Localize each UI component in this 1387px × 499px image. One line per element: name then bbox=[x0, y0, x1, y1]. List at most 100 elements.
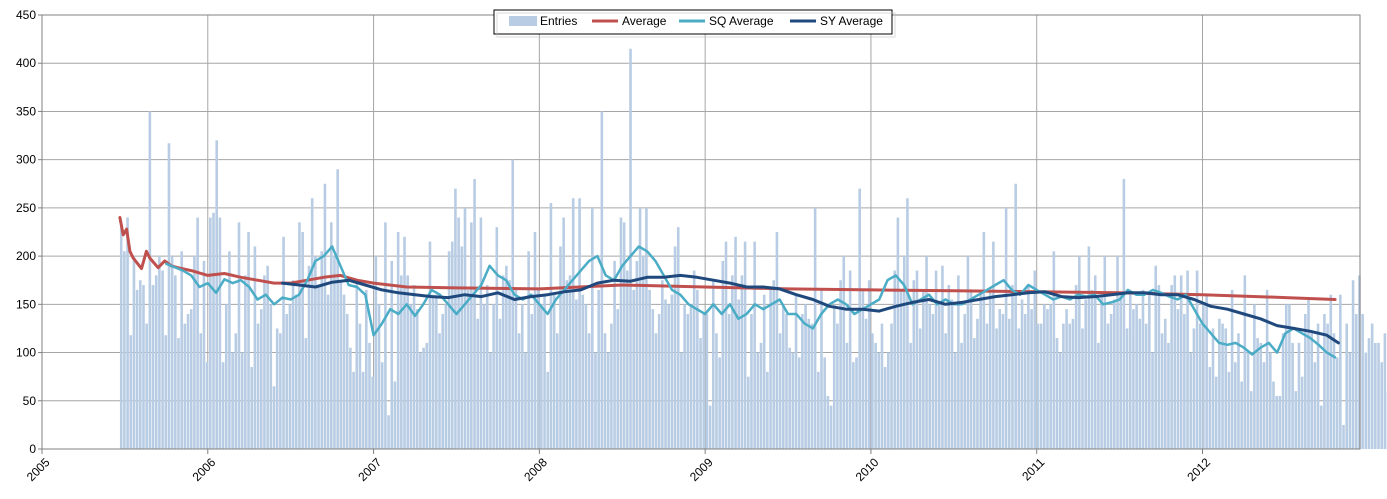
entries-bar bbox=[705, 313, 709, 449]
entries-bar bbox=[893, 270, 896, 449]
entries-bar bbox=[543, 294, 546, 449]
entries-bar bbox=[877, 352, 881, 449]
entries-bar bbox=[1062, 323, 1065, 449]
entries-bar bbox=[1323, 313, 1326, 449]
entries-bar bbox=[158, 256, 161, 449]
entries-bar bbox=[1297, 342, 1301, 449]
entries-bar bbox=[887, 352, 890, 449]
entries-bar bbox=[855, 357, 858, 449]
entries-bar bbox=[909, 342, 912, 449]
entries-bar bbox=[581, 294, 585, 449]
entries-bar bbox=[470, 222, 473, 449]
entries-bar bbox=[842, 256, 846, 449]
entries-bar bbox=[1081, 328, 1084, 449]
entries-bar bbox=[788, 347, 791, 449]
x-tick-label: 2011 bbox=[1019, 455, 1047, 483]
entries-bar bbox=[880, 323, 884, 449]
entries-bar bbox=[307, 265, 311, 449]
entries-bar bbox=[645, 207, 648, 449]
entries-bar bbox=[387, 415, 390, 449]
entries-bar bbox=[632, 289, 635, 449]
entries-bar bbox=[1039, 323, 1043, 449]
entries-bar bbox=[425, 342, 429, 449]
entries-bar bbox=[651, 309, 655, 449]
entries-bar bbox=[616, 309, 620, 449]
entries-bar bbox=[829, 405, 833, 449]
entries-bar bbox=[676, 227, 680, 449]
entries-bar bbox=[1377, 342, 1380, 449]
entries-bar bbox=[1173, 275, 1177, 449]
entries-bar bbox=[1103, 256, 1107, 449]
entries-bar bbox=[858, 188, 861, 449]
entries-bar bbox=[135, 289, 139, 449]
entries-bar bbox=[450, 241, 454, 449]
entries-bar bbox=[396, 232, 400, 449]
entries-bar bbox=[817, 371, 820, 449]
entries-bar bbox=[556, 333, 559, 449]
x-tick-label: 2008 bbox=[521, 455, 550, 484]
entries-bar bbox=[205, 362, 209, 449]
entries-bar bbox=[476, 318, 480, 449]
entries-bar bbox=[282, 236, 285, 449]
entries-bar bbox=[1351, 280, 1355, 449]
entries-bar bbox=[899, 289, 903, 449]
y-tick-label: 100 bbox=[16, 346, 36, 360]
entries-bar bbox=[762, 294, 766, 449]
entries-bar bbox=[1364, 352, 1368, 449]
entries-bar bbox=[266, 265, 269, 449]
entries-bar bbox=[1144, 323, 1148, 449]
entries-bar bbox=[1132, 309, 1135, 449]
entries-bar bbox=[174, 275, 177, 449]
entries-bar bbox=[918, 328, 922, 449]
entries-bar bbox=[132, 256, 136, 449]
entries-bar bbox=[673, 246, 677, 449]
entries-bar bbox=[1383, 333, 1387, 449]
entries-bar bbox=[463, 207, 467, 449]
entries-bar bbox=[466, 289, 470, 449]
x-tick-label: 2012 bbox=[1184, 455, 1213, 484]
entries-bar bbox=[285, 313, 289, 449]
entries-bar bbox=[584, 304, 588, 449]
entries-bar bbox=[419, 352, 422, 449]
entries-bar bbox=[1052, 251, 1056, 449]
entries-bar bbox=[759, 342, 763, 449]
entries-bar bbox=[718, 357, 721, 449]
y-tick-label: 50 bbox=[23, 394, 37, 408]
entries-bar bbox=[1043, 304, 1046, 449]
entries-bar bbox=[1011, 285, 1014, 449]
entries-bar bbox=[600, 111, 604, 449]
entries-bar bbox=[492, 304, 495, 449]
entries-bar bbox=[1183, 313, 1186, 449]
entries-bar bbox=[1316, 323, 1320, 449]
entries-bar bbox=[648, 289, 651, 449]
entries-bar bbox=[807, 318, 811, 449]
entries-bar bbox=[1342, 424, 1345, 449]
entries-bar bbox=[170, 256, 174, 449]
entries-bar bbox=[801, 313, 804, 449]
entries-bar bbox=[1189, 352, 1193, 449]
entries-bar bbox=[906, 198, 909, 449]
entries-bar bbox=[1023, 313, 1027, 449]
entries-bar bbox=[1030, 309, 1033, 449]
entries-bar bbox=[1135, 304, 1138, 449]
entries-bar bbox=[435, 294, 438, 449]
entries-bar bbox=[196, 217, 199, 449]
entries-bar bbox=[756, 352, 760, 449]
entries-bar bbox=[902, 256, 906, 449]
entries-bar bbox=[139, 280, 142, 449]
legend: Entries Average SQ Average SY Average bbox=[493, 9, 896, 38]
entries-bar bbox=[1237, 333, 1240, 449]
entries-bar bbox=[247, 232, 250, 449]
entries-bar bbox=[689, 304, 693, 449]
entries-bar bbox=[1179, 275, 1183, 449]
entries-bar bbox=[950, 299, 954, 449]
entries-bar bbox=[1113, 299, 1116, 449]
entries-bar bbox=[1354, 313, 1358, 449]
entries-bar bbox=[422, 347, 425, 449]
x-tick-label: 2006 bbox=[190, 455, 219, 484]
entries-bar bbox=[1116, 256, 1119, 449]
entries-bar bbox=[766, 371, 769, 449]
entries-bar bbox=[753, 241, 756, 449]
entries-bar bbox=[352, 371, 355, 449]
entries-bar bbox=[444, 304, 448, 449]
